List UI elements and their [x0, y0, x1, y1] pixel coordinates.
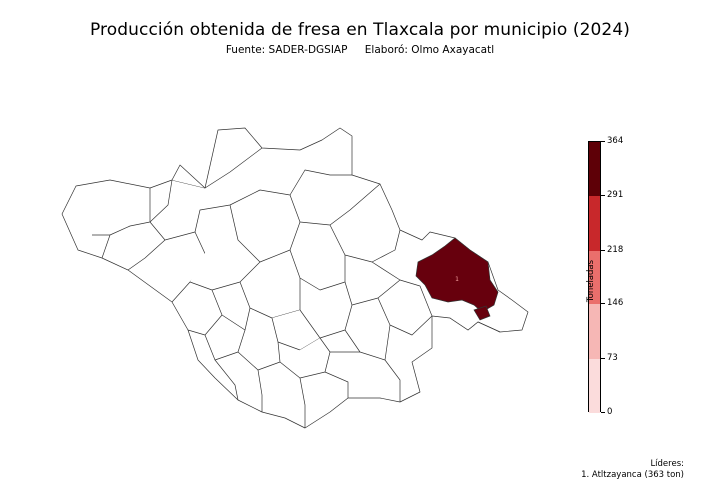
- colorbar-tick: [601, 412, 605, 413]
- colorbar: [588, 141, 601, 413]
- municipality: [257, 369, 263, 412]
- colorbar-tick-label: 73: [607, 352, 618, 363]
- municipality: [399, 279, 433, 317]
- municipality: [344, 324, 391, 361]
- colorbar-tick-label: 0: [607, 407, 613, 417]
- colorbar-tick: [601, 357, 605, 359]
- municipality: [384, 359, 401, 402]
- leaders-heading: Líderes:: [650, 459, 684, 469]
- municipality: [194, 169, 352, 233]
- municipality: [187, 289, 223, 336]
- colorbar-segment: [589, 196, 600, 251]
- source-text: Fuente: SADER-DGSIAP: [225, 44, 348, 56]
- colorbar-segment: [589, 250, 600, 305]
- author-text: Elaboró: Olmo Axayacatl: [364, 44, 495, 56]
- colorbar-tick: [601, 141, 605, 142]
- municipality: [127, 221, 166, 271]
- municipality: [449, 317, 501, 333]
- municipality: [319, 281, 353, 339]
- state-outline: [61, 127, 529, 429]
- municipality: [171, 164, 206, 189]
- municipality: [101, 179, 173, 259]
- leader-item: 1. Atltzayanca (363 ton): [581, 470, 684, 480]
- colorbar-tick-label: 291: [607, 190, 624, 201]
- chart-subtitle: Fuente: SADER-DGSIAP Elaboró: Olmo Axaya…: [0, 44, 720, 56]
- colorbar-segment: [589, 142, 600, 197]
- leader-rank-label: 1: [455, 276, 459, 283]
- colorbar-tick-label: 146: [607, 298, 624, 309]
- municipality: [214, 359, 239, 401]
- colorbar-tick: [601, 303, 605, 305]
- municipality: [259, 194, 301, 263]
- municipality: [351, 261, 401, 306]
- colorbar-tick-label: 218: [607, 244, 624, 255]
- municipality-atltzayanca-part: [473, 305, 491, 321]
- municipality: [377, 297, 433, 336]
- municipality: [289, 249, 346, 291]
- colorbar-tick-label: 364: [607, 136, 624, 146]
- colorbar-segment: [589, 358, 600, 413]
- colorbar-tick: [601, 195, 605, 197]
- leaders-panel: Líderes: 1. Atltzayanca (363 ton): [581, 459, 684, 481]
- municipality: [324, 371, 349, 398]
- municipality: [299, 377, 306, 428]
- municipality: [204, 329, 246, 361]
- municipality: [237, 341, 281, 371]
- municipality: [189, 204, 261, 291]
- municipality: [299, 183, 381, 226]
- colorbar-tick: [601, 249, 605, 251]
- municipality-atltzayanca: [415, 237, 499, 313]
- municipality: [204, 147, 263, 189]
- chart-title: Producción obtenida de fresa en Tlaxcala…: [89, 20, 630, 40]
- colorbar-title: Toneladas: [586, 259, 596, 303]
- colorbar-segment: [589, 304, 600, 359]
